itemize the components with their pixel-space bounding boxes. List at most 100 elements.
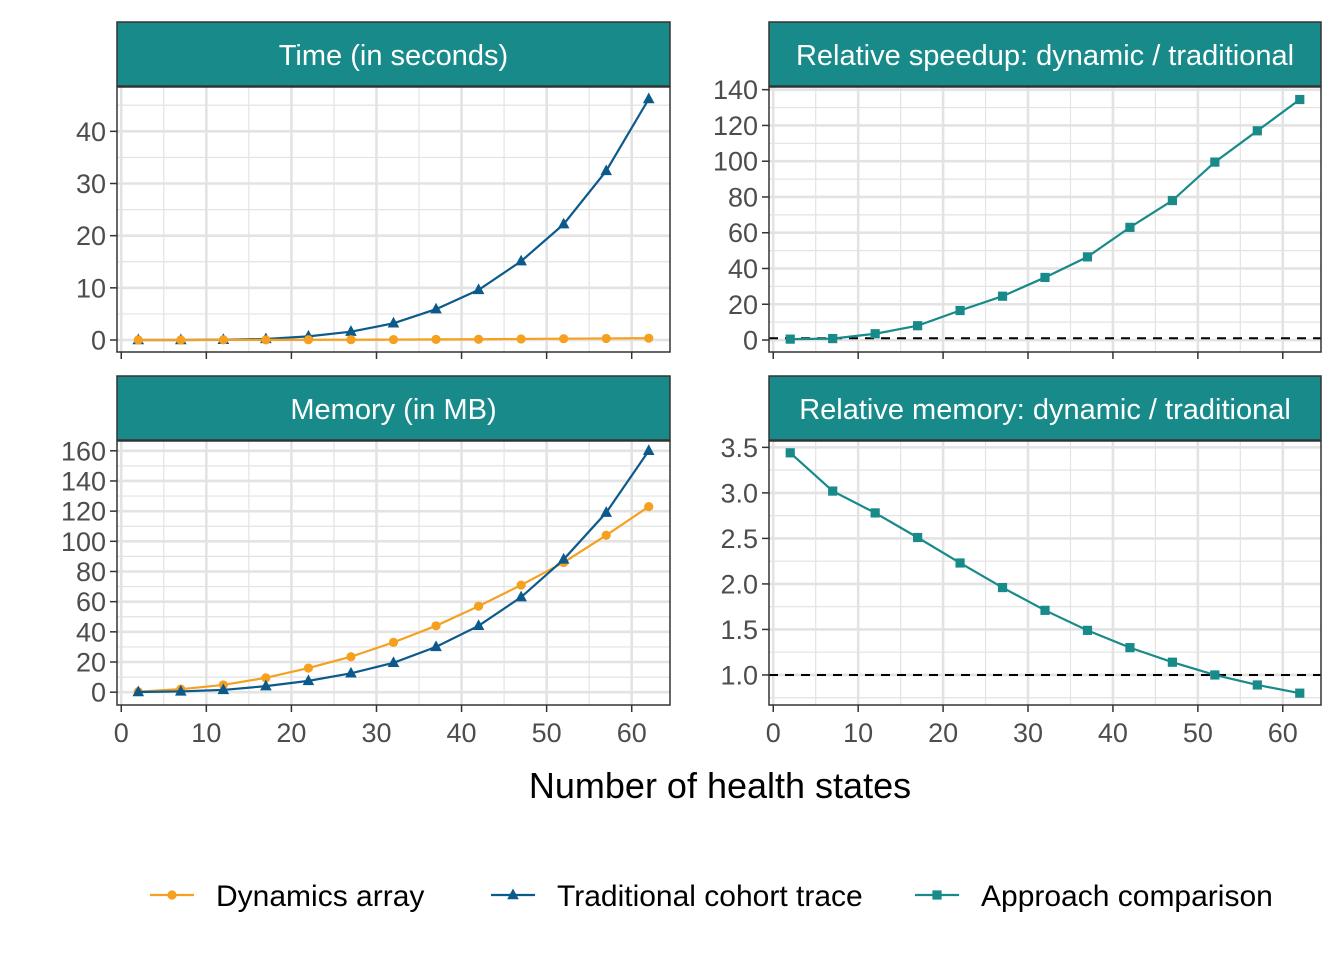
data-point	[388, 334, 399, 345]
y-tick-label: 60	[728, 218, 758, 248]
legend-item-dynamics: Dynamics array	[150, 880, 424, 913]
data-point	[828, 486, 838, 496]
facet-strip	[768, 375, 1322, 441]
data-point	[1167, 195, 1177, 206]
y-tick-label: 2.0	[720, 569, 758, 599]
facet-title: Relative speedup: dynamic / traditional	[796, 40, 1294, 72]
data-point	[1040, 272, 1050, 283]
data-point	[473, 334, 484, 344]
x-tick-label: 20	[928, 718, 958, 748]
y-tick-label: 100	[713, 147, 758, 177]
y-tick-label: 140	[713, 75, 758, 105]
x-tick-label: 0	[766, 718, 781, 748]
data-point	[997, 582, 1008, 593]
data-point	[1082, 625, 1093, 635]
data-point	[431, 621, 441, 631]
x-tick-label: 30	[1013, 718, 1043, 748]
legend-item-traditional: Traditional cohort trace	[491, 880, 863, 913]
data-point	[431, 334, 441, 344]
y-tick-label: 2.5	[720, 524, 758, 554]
data-point	[642, 444, 655, 456]
y-tick-label: 40	[76, 117, 106, 147]
y-tick-label: 3.0	[720, 478, 758, 508]
data-point	[785, 448, 795, 458]
data-point	[176, 335, 186, 345]
data-point	[218, 335, 228, 345]
data-point	[1125, 643, 1135, 653]
legend-marker	[932, 890, 942, 900]
data-point	[345, 325, 357, 336]
data-point	[175, 684, 187, 696]
panel-background	[769, 87, 1321, 352]
data-point	[345, 666, 357, 678]
x-axis-title: Number of health states	[529, 765, 911, 806]
facet-strip	[116, 21, 671, 87]
legend: Dynamics array Traditional cohort trace Ap…	[150, 880, 1273, 913]
y-tick-label: 0	[91, 326, 106, 356]
facet-title: Memory (in MB)	[290, 394, 496, 426]
data-point	[828, 333, 838, 344]
y-tick-label: 1.0	[720, 660, 758, 690]
data-point	[600, 164, 612, 176]
data-point	[515, 254, 527, 266]
x-tick-label: 60	[617, 718, 647, 748]
legend-label: Traditional cohort trace	[557, 880, 863, 913]
data-point	[601, 530, 611, 540]
panel-1: Time (in seconds) 0 10 20 30 40	[76, 21, 671, 359]
legend-label: Approach comparison	[981, 880, 1273, 913]
data-point	[515, 590, 527, 602]
series-dynamics	[133, 333, 654, 345]
data-point	[955, 558, 965, 568]
data-point	[1210, 670, 1220, 680]
data-point	[346, 335, 356, 345]
y-tick-label: 40	[728, 254, 758, 284]
x-tick-label: 20	[276, 718, 306, 748]
y-tick-label: 140	[61, 466, 106, 496]
data-point	[261, 335, 271, 345]
panel-background	[117, 87, 670, 352]
data-point	[473, 601, 484, 611]
y-tick-label: 1.5	[720, 615, 758, 645]
x-tick-label: 10	[843, 718, 873, 748]
x-tick-label: 40	[1098, 718, 1128, 748]
data-point	[472, 619, 485, 630]
data-point	[1125, 222, 1135, 232]
data-point	[1210, 157, 1220, 167]
data-point	[1295, 688, 1305, 698]
legend-item-comparison: Approach comparison	[915, 880, 1273, 913]
y-tick-label: 100	[61, 527, 106, 557]
legend-marker	[507, 888, 519, 900]
y-tick-label: 0	[743, 326, 758, 356]
series-comparison	[785, 448, 1305, 698]
data-point	[642, 92, 655, 104]
data-point	[387, 656, 400, 667]
data-point	[302, 674, 315, 686]
y-tick-label: 120	[713, 111, 758, 141]
data-point	[644, 502, 654, 512]
x-tick-label: 60	[1268, 718, 1298, 748]
data-point	[303, 663, 314, 673]
panel-background	[769, 441, 1321, 705]
data-point	[388, 637, 399, 647]
data-point	[303, 335, 314, 345]
panel-border	[768, 440, 1322, 706]
x-tick-label: 30	[361, 718, 391, 748]
data-point	[346, 652, 356, 662]
data-point	[217, 683, 230, 695]
y-tick-label: 20	[728, 290, 758, 320]
y-tick-label: 80	[728, 182, 758, 212]
data-point	[261, 673, 271, 683]
legend-label: Dynamics array	[216, 880, 424, 913]
data-point	[1167, 657, 1177, 667]
series-comparison	[785, 94, 1305, 344]
data-point	[1252, 126, 1262, 136]
x-tick-label: 50	[1183, 718, 1213, 748]
data-point	[430, 302, 442, 314]
legend-marker	[167, 890, 177, 900]
data-point	[1252, 680, 1262, 690]
y-tick-label: 10	[76, 273, 106, 303]
data-point	[260, 679, 272, 691]
panel-border	[116, 86, 671, 353]
data-point	[870, 508, 880, 518]
